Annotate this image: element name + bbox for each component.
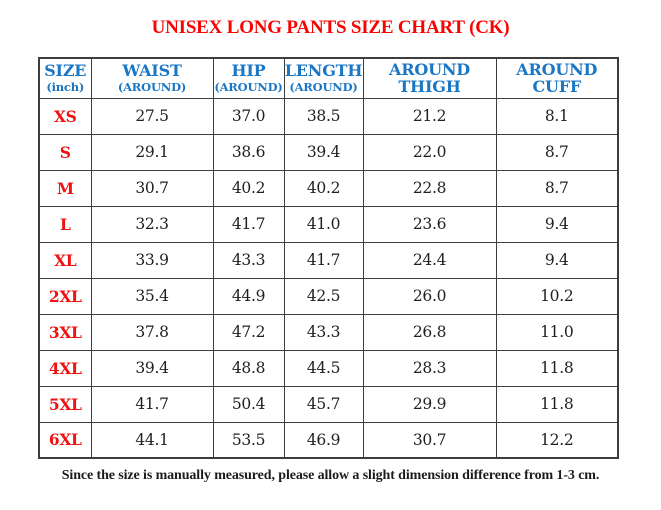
column-header-waist: WAIST (AROUND) xyxy=(90,57,214,99)
column-header-waist-label: WAIST xyxy=(122,61,182,81)
value-cell: 26.8 xyxy=(362,313,497,351)
size-cell: 2XL xyxy=(38,277,92,315)
value-cell: 28.3 xyxy=(362,349,497,387)
value-cell: 9.4 xyxy=(495,241,619,279)
value-cell: 47.2 xyxy=(212,313,285,351)
table-row: M 30.7 40.2 40.2 22.8 8.7 xyxy=(38,169,619,207)
value-cell: 11.8 xyxy=(495,385,619,423)
value-cell: 39.4 xyxy=(90,349,214,387)
column-header-size-unit: (inch) xyxy=(46,79,85,94)
value-cell: 9.4 xyxy=(495,205,619,243)
value-cell: 45.7 xyxy=(283,385,364,423)
column-header-around-thigh-line2: THIGH xyxy=(398,77,461,97)
value-cell: 53.5 xyxy=(212,421,285,459)
value-cell: 26.0 xyxy=(362,277,497,315)
value-cell: 43.3 xyxy=(283,313,364,351)
value-cell: 30.7 xyxy=(90,169,214,207)
table-row: XS 27.5 37.0 38.5 21.2 8.1 xyxy=(38,97,619,135)
value-cell: 22.0 xyxy=(362,133,497,171)
value-cell: 24.4 xyxy=(362,241,497,279)
table-body: XS 27.5 37.0 38.5 21.2 8.1 S 29.1 38.6 3… xyxy=(38,97,619,459)
value-cell: 8.7 xyxy=(495,169,619,207)
table-row: XL 33.9 43.3 41.7 24.4 9.4 xyxy=(38,241,619,279)
table-row: 5XL 41.7 50.4 45.7 29.9 11.8 xyxy=(38,385,619,423)
page-title: UNISEX LONG PANTS SIZE CHART (CK) xyxy=(151,17,510,38)
table-row: S 29.1 38.6 39.4 22.0 8.7 xyxy=(38,133,619,171)
column-header-around-thigh-line1: AROUND xyxy=(389,59,470,79)
table-row: 4XL 39.4 48.8 44.5 28.3 11.8 xyxy=(38,349,619,387)
table-row: 6XL 44.1 53.5 46.9 30.7 12.2 xyxy=(38,421,619,459)
column-header-around-cuff-line2: CUFF xyxy=(532,77,582,97)
value-cell: 35.4 xyxy=(90,277,214,315)
value-cell: 50.4 xyxy=(212,385,285,423)
value-cell: 8.1 xyxy=(495,97,619,135)
column-header-length: LENGTH (AROUND) xyxy=(283,57,364,99)
column-header-around-cuff-line1: AROUND xyxy=(516,59,598,79)
value-cell: 44.1 xyxy=(90,421,214,459)
table-row: 2XL 35.4 44.9 42.5 26.0 10.2 xyxy=(38,277,619,315)
size-cell: L xyxy=(38,205,92,243)
value-cell: 46.9 xyxy=(283,421,364,459)
value-cell: 42.5 xyxy=(283,277,364,315)
header-row: SIZE (inch) WAIST (AROUND) HIP (AROUND) … xyxy=(38,57,619,99)
value-cell: 48.8 xyxy=(212,349,285,387)
column-header-size-label: SIZE xyxy=(44,61,87,81)
size-cell: 5XL xyxy=(38,385,92,423)
column-header-around-cuff: AROUND CUFF xyxy=(495,57,619,99)
value-cell: 41.7 xyxy=(90,385,214,423)
column-header-hip-label: HIP xyxy=(231,61,266,81)
value-cell: 21.2 xyxy=(362,97,497,135)
value-cell: 27.5 xyxy=(90,97,214,135)
value-cell: 23.6 xyxy=(362,205,497,243)
column-header-length-sublabel: (AROUND) xyxy=(289,79,358,94)
value-cell: 40.2 xyxy=(283,169,364,207)
value-cell: 29.9 xyxy=(362,385,497,423)
value-cell: 43.3 xyxy=(212,241,285,279)
table-row: L 32.3 41.7 41.0 23.6 9.4 xyxy=(38,205,619,243)
column-header-length-label: LENGTH xyxy=(284,61,363,81)
value-cell: 37.8 xyxy=(90,313,214,351)
value-cell: 11.8 xyxy=(495,349,619,387)
column-header-size: SIZE (inch) xyxy=(38,57,92,99)
column-header-hip: HIP (AROUND) xyxy=(212,57,285,99)
size-cell: M xyxy=(38,169,92,207)
value-cell: 10.2 xyxy=(495,277,619,315)
value-cell: 41.7 xyxy=(212,205,285,243)
value-cell: 30.7 xyxy=(362,421,497,459)
value-cell: 41.0 xyxy=(283,205,364,243)
size-cell: XL xyxy=(38,241,92,279)
value-cell: 11.0 xyxy=(495,313,619,351)
size-chart-table: SIZE (inch) WAIST (AROUND) HIP (AROUND) … xyxy=(38,57,619,459)
value-cell: 32.3 xyxy=(90,205,214,243)
value-cell: 37.0 xyxy=(212,97,285,135)
value-cell: 29.1 xyxy=(90,133,214,171)
column-header-hip-sublabel: (AROUND) xyxy=(214,79,283,94)
size-cell: S xyxy=(38,133,92,171)
value-cell: 39.4 xyxy=(283,133,364,171)
value-cell: 12.2 xyxy=(495,421,619,459)
value-cell: 38.6 xyxy=(212,133,285,171)
size-cell: 4XL xyxy=(38,349,92,387)
table-row: 3XL 37.8 47.2 43.3 26.8 11.0 xyxy=(38,313,619,351)
value-cell: 44.9 xyxy=(212,277,285,315)
value-cell: 8.7 xyxy=(495,133,619,171)
size-cell: XS xyxy=(38,97,92,135)
column-header-around-thigh: AROUND THIGH xyxy=(362,57,497,99)
value-cell: 44.5 xyxy=(283,349,364,387)
footnote: Since the size is manually measured, ple… xyxy=(61,468,600,483)
value-cell: 33.9 xyxy=(90,241,214,279)
value-cell: 22.8 xyxy=(362,169,497,207)
value-cell: 38.5 xyxy=(283,97,364,135)
value-cell: 40.2 xyxy=(212,169,285,207)
size-cell: 6XL xyxy=(38,421,92,459)
column-header-waist-sublabel: (AROUND) xyxy=(117,79,187,94)
value-cell: 41.7 xyxy=(283,241,364,279)
size-cell: 3XL xyxy=(38,313,92,351)
